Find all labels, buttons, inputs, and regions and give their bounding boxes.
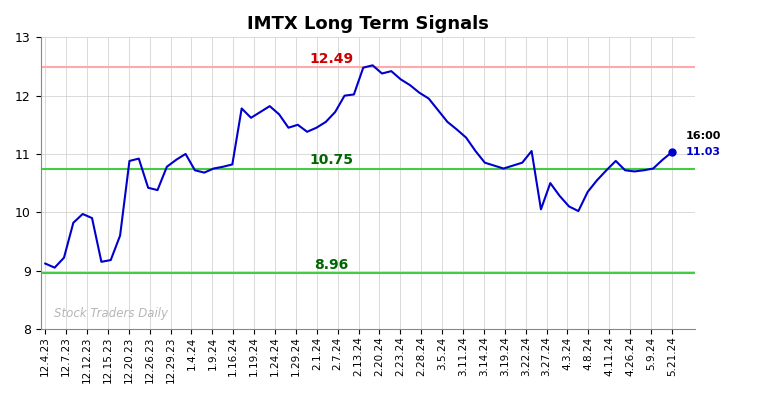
Text: 10.75: 10.75 (310, 154, 354, 168)
Text: 16:00: 16:00 (686, 131, 721, 141)
Title: IMTX Long Term Signals: IMTX Long Term Signals (247, 15, 489, 33)
Text: 8.96: 8.96 (314, 258, 349, 272)
Text: Stock Traders Daily: Stock Traders Daily (53, 307, 168, 320)
Text: 11.03: 11.03 (686, 147, 721, 157)
Text: 12.49: 12.49 (310, 52, 354, 66)
